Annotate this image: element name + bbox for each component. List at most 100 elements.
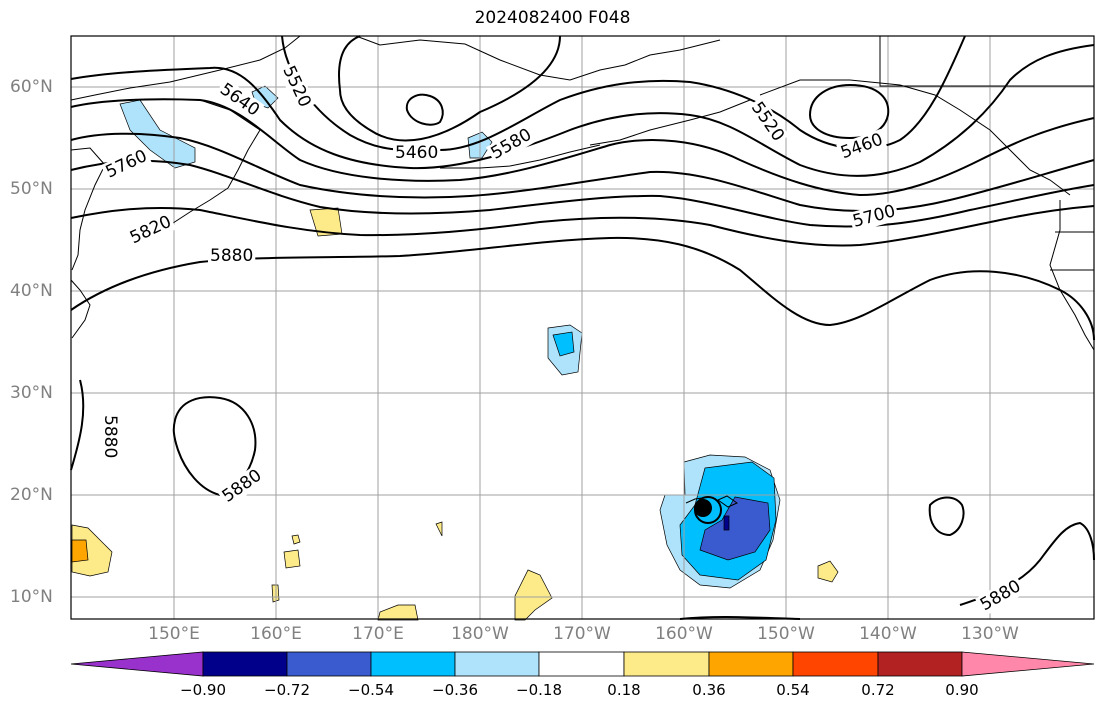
contour-5880: [70, 379, 85, 471]
graticule: [71, 36, 1094, 619]
alaska-coastline: [355, 35, 721, 81]
anomaly-yellow-patch: [514, 569, 553, 621]
canada-border: [879, 36, 1094, 87]
contour-5580: [70, 44, 1095, 177]
lat-label: 10°N: [10, 587, 53, 607]
anomaly-yellow-patch: [435, 521, 443, 537]
colorbar-segment: [454, 651, 540, 677]
colorbar-segment: [877, 651, 963, 677]
lat-label: 50°N: [10, 179, 53, 199]
contour-label: 5760: [103, 146, 151, 182]
contour-label-background: [975, 575, 1027, 617]
contour-label: 5460: [838, 130, 885, 164]
colorbar-segment: [538, 651, 625, 677]
colorbar-tick-label: 0.36: [692, 681, 726, 699]
contour-label-background: [393, 143, 441, 163]
japan-coastline: [70, 279, 91, 339]
contour-label: 5880: [100, 415, 120, 458]
lon-label: 170°W: [553, 624, 611, 644]
contour-5820: [70, 205, 1095, 247]
contour-5460: [405, 93, 444, 126]
contour-label-background: [100, 413, 120, 461]
coastlines: [70, 35, 1095, 508]
contour-5700: [70, 132, 1095, 212]
map-title: 2024082400 F048: [474, 8, 631, 28]
anomaly-yellow-patch: [377, 604, 419, 621]
colorbar: [70, 651, 1095, 677]
contour-label-background: [848, 200, 900, 233]
contour-5760: [70, 159, 1095, 228]
contour-label: 5460: [395, 143, 438, 163]
colorbar-extend-high: [961, 651, 1095, 677]
colorbar-segment: [370, 651, 456, 677]
colorbar-tick-label: 0.72: [861, 681, 895, 699]
colorbar-segment: [792, 651, 879, 677]
lat-label: 60°N: [10, 77, 53, 97]
anomaly-fill-layer: [71, 85, 839, 621]
colorbar-segment: [286, 651, 372, 677]
contour-label: 5820: [127, 212, 175, 248]
alaska-peninsula: [589, 99, 751, 146]
lon-label: 150°E: [148, 624, 200, 644]
hawaii-islands: [685, 495, 739, 508]
contour-label: 5700: [851, 201, 898, 232]
colorbar-tick-label: −0.54: [348, 681, 394, 699]
contour-5880: [928, 496, 965, 537]
contour-label-background: [125, 210, 177, 250]
kamchatka-coastline: [199, 99, 261, 189]
lon-label: 180°W: [451, 624, 509, 644]
na-west-coast: [1049, 200, 1095, 351]
contour-label-background: [836, 128, 888, 164]
lon-label: 140°W: [859, 624, 917, 644]
contour-label: 5880: [977, 576, 1024, 615]
colorbar-tick-label: −0.18: [516, 681, 562, 699]
anomaly-orange-patch: [71, 539, 89, 563]
contour-label-background: [277, 60, 316, 113]
anomaly-yellow-patch: [283, 549, 301, 569]
contour-label-background: [216, 464, 268, 508]
anomaly-cyan-patch: [552, 331, 575, 357]
lat-label: 40°N: [10, 281, 53, 301]
colorbar-segment: [708, 651, 794, 677]
contour-label-background: [208, 246, 256, 266]
contour-label-background: [485, 123, 537, 165]
colorbar-tick-label: −0.36: [432, 681, 478, 699]
colorbar-segment: [623, 651, 710, 677]
colorbar-tick-label: 0.54: [776, 681, 810, 699]
contour-label: 5580: [488, 125, 535, 164]
anomaly-darkblue-patch: [699, 496, 771, 561]
lon-label: 170°E: [352, 624, 404, 644]
anomaly-yellow-patch: [71, 524, 113, 577]
cyclone-marker: [694, 496, 722, 524]
lat-label: 20°N: [10, 485, 53, 505]
asia-east-coast: [70, 147, 106, 271]
contour-5460: [338, 35, 561, 142]
map-frame: [70, 35, 1095, 620]
contour-label-background: [745, 96, 790, 147]
contour-label-background: [214, 78, 265, 122]
aleutian-islands: [440, 144, 601, 169]
contour-5460: [808, 83, 890, 140]
lon-label: 160°E: [250, 624, 302, 644]
colorbar-segment: [202, 651, 288, 677]
anomaly-yellow-patch: [817, 560, 839, 583]
contour-5520: [281, 35, 966, 152]
anomaly-blue-patch: [119, 99, 196, 169]
lon-label: 150°W: [757, 624, 815, 644]
asia-coastline: [70, 35, 301, 101]
lat-label: 30°N: [10, 383, 53, 403]
colorbar-tick-label: 0.90: [945, 681, 979, 699]
colorbar-extend-low: [70, 651, 204, 677]
contour-5640: [70, 98, 1095, 197]
colorbar-tick-label: 0.18: [607, 681, 641, 699]
contour-label-background: [100, 145, 153, 184]
alaska-south-coast: [759, 79, 1071, 196]
lon-label: 130°W: [961, 624, 1019, 644]
contour-label: 5880: [210, 246, 253, 266]
lon-label: 160°W: [655, 624, 713, 644]
colorbar-tick-label: −0.90: [180, 681, 226, 699]
anomaly-yellow-patch: [291, 534, 301, 545]
anomaly-navy-patch: [723, 515, 730, 531]
colorbar-tick-label: −0.72: [264, 681, 310, 699]
